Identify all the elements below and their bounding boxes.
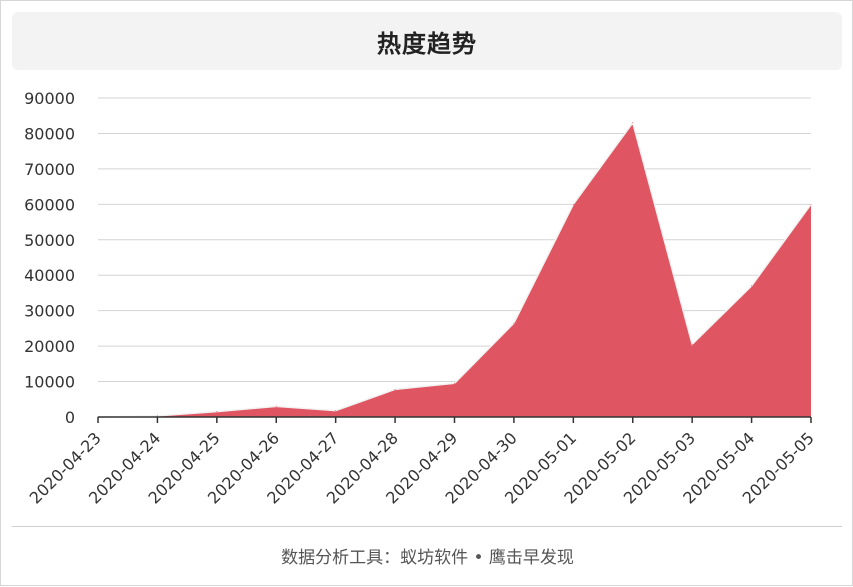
axis-layer — [97, 416, 812, 423]
y-tick-label: 70000 — [24, 160, 75, 179]
y-tick-label: 90000 — [24, 89, 75, 108]
footer-credit: 数据分析工具：蚁坊软件 • 鹰击早发现 — [281, 548, 574, 568]
y-tick-labels: 0 10000 20000 30000 40000 50000 60000 70000 8000… — [24, 89, 75, 427]
y-tick-label: 50000 — [24, 231, 75, 250]
y-tick-label: 0 — [65, 408, 75, 427]
data-point — [275, 405, 277, 407]
data-point — [810, 203, 812, 205]
area-series — [98, 122, 811, 418]
data-point — [632, 122, 634, 124]
data-point — [394, 388, 396, 390]
data-point — [572, 203, 574, 205]
data-point — [691, 343, 693, 345]
footer-divider — [12, 526, 842, 527]
y-tick-label: 80000 — [24, 124, 75, 143]
data-point — [751, 285, 753, 287]
y-tick-label: 20000 — [24, 337, 75, 356]
data-point — [335, 410, 337, 412]
y-tick-label: 10000 — [24, 373, 75, 392]
data-point — [216, 411, 218, 413]
x-tick-labels: 2020-04-232020-04-242020-04-252020-04-26… — [26, 428, 818, 507]
title-bar: 热度趋势 — [12, 12, 842, 70]
data-point — [513, 322, 515, 324]
y-tick-label: 30000 — [24, 302, 75, 321]
y-tick-label: 60000 — [24, 195, 75, 214]
area-layer — [97, 121, 812, 418]
chart-title: 热度趋势 — [377, 29, 477, 58]
data-point — [156, 415, 158, 417]
data-point — [454, 382, 455, 384]
y-tick-label: 40000 — [24, 266, 75, 285]
grid-layer — [98, 97, 811, 383]
